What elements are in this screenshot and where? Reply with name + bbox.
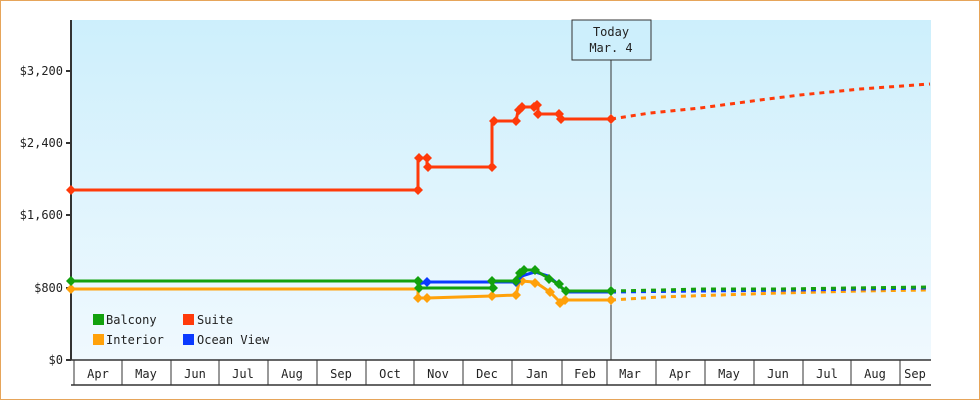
legend-swatch-icon <box>183 334 194 345</box>
x-month-label: Apr <box>669 367 691 381</box>
legend: Balcony Suite Interior Ocean View <box>93 313 270 347</box>
x-month-label: Feb <box>574 367 596 381</box>
legend-item-balcony[interactable]: Balcony <box>93 313 157 327</box>
x-month-label: Jun <box>767 367 789 381</box>
legend-swatch-icon <box>183 314 194 325</box>
x-month-label: Dec <box>476 367 498 381</box>
x-month-label: Sep <box>330 367 352 381</box>
y-tick-label: $2,400 <box>20 136 63 150</box>
legend-item-ocean-view[interactable]: Ocean View <box>183 333 270 347</box>
x-month-label: Apr <box>87 367 109 381</box>
legend-item-interior[interactable]: Interior <box>93 333 164 347</box>
x-month-label: Jul <box>816 367 838 381</box>
x-month-label: Sep <box>904 367 926 381</box>
today-date: Mar. 4 <box>589 41 632 55</box>
legend-label: Balcony <box>106 313 157 327</box>
y-tick-label: $3,200 <box>20 64 63 78</box>
x-month-label: May <box>718 367 740 381</box>
legend-label: Ocean View <box>197 333 270 347</box>
legend-swatch-icon <box>93 314 104 325</box>
series-balcony <box>66 265 931 296</box>
series-suite <box>66 82 931 195</box>
x-month-label: Jan <box>526 367 548 381</box>
x-month-label: May <box>135 367 157 381</box>
y-tick-label: $0 <box>49 353 63 367</box>
x-month-label: Nov <box>427 367 449 381</box>
x-axis: Apr May Jun Jul Aug Sep Oct Nov Dec Jan … <box>71 359 931 386</box>
series-interior <box>66 276 931 308</box>
legend-label: Interior <box>106 333 164 347</box>
x-month-label: Jul <box>232 367 254 381</box>
x-month-label: Jun <box>184 367 206 381</box>
x-month-label: Mar <box>619 367 641 381</box>
x-month-label: Oct <box>379 367 401 381</box>
y-ticks: $0 $800 $1,600 $2,400 $3,200 <box>20 64 71 367</box>
legend-item-suite[interactable]: Suite <box>183 313 233 327</box>
x-month-label: Aug <box>281 367 303 381</box>
x-month-label: Aug <box>864 367 886 381</box>
today-label: Today <box>593 25 629 39</box>
legend-swatch-icon <box>93 334 104 345</box>
y-tick-label: $800 <box>34 281 63 295</box>
legend-label: Suite <box>197 313 233 327</box>
y-tick-label: $1,600 <box>20 208 63 222</box>
today-annotation: Today Mar. 4 <box>571 19 652 61</box>
